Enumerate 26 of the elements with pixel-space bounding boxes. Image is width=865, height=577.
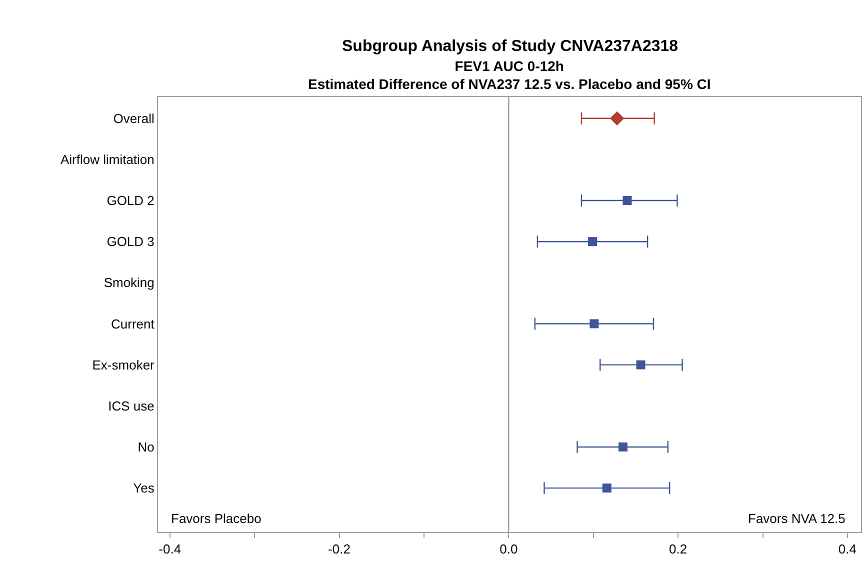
- y-tick-label: GOLD 3: [106, 234, 154, 250]
- point: [610, 111, 624, 126]
- point: [618, 442, 628, 452]
- chart-title: Subgroup Analysis of Study CNVA237A2318: [342, 38, 678, 55]
- y-tick-label: ICS use: [108, 398, 154, 414]
- x-tick-label: -0.2: [328, 542, 350, 557]
- point: [602, 484, 612, 493]
- annotation: Favors NVA 12.5: [748, 511, 846, 526]
- y-tick-label: Airflow limitation: [60, 152, 154, 167]
- point: [590, 319, 599, 328]
- x-tick-label: -0.4: [158, 542, 182, 557]
- annotation: Favors Placebo: [171, 511, 262, 526]
- y-tick-label: Smoking: [104, 275, 154, 290]
- point: [622, 196, 632, 206]
- y-tick-label: Overall: [113, 110, 154, 126]
- y-tick-label: Ex-smoker: [92, 357, 156, 372]
- x-tick-label: 0.4: [838, 542, 856, 557]
- point: [588, 237, 597, 246]
- chart-subtitle: FEV1 AUC 0-12h Estimated Difference of NVA237 12.5 vs. Placebo and 95% CI: [308, 58, 711, 92]
- y-tick-label: No: [138, 440, 154, 455]
- y-tick-label: Yes: [133, 480, 155, 496]
- y-tick-label: Current: [111, 316, 155, 332]
- y-tick-label: GOLD 2: [106, 193, 154, 208]
- x-tick-label: 0.2: [669, 542, 688, 557]
- x-tick-label: 0.0: [500, 542, 518, 557]
- point: [636, 360, 646, 370]
